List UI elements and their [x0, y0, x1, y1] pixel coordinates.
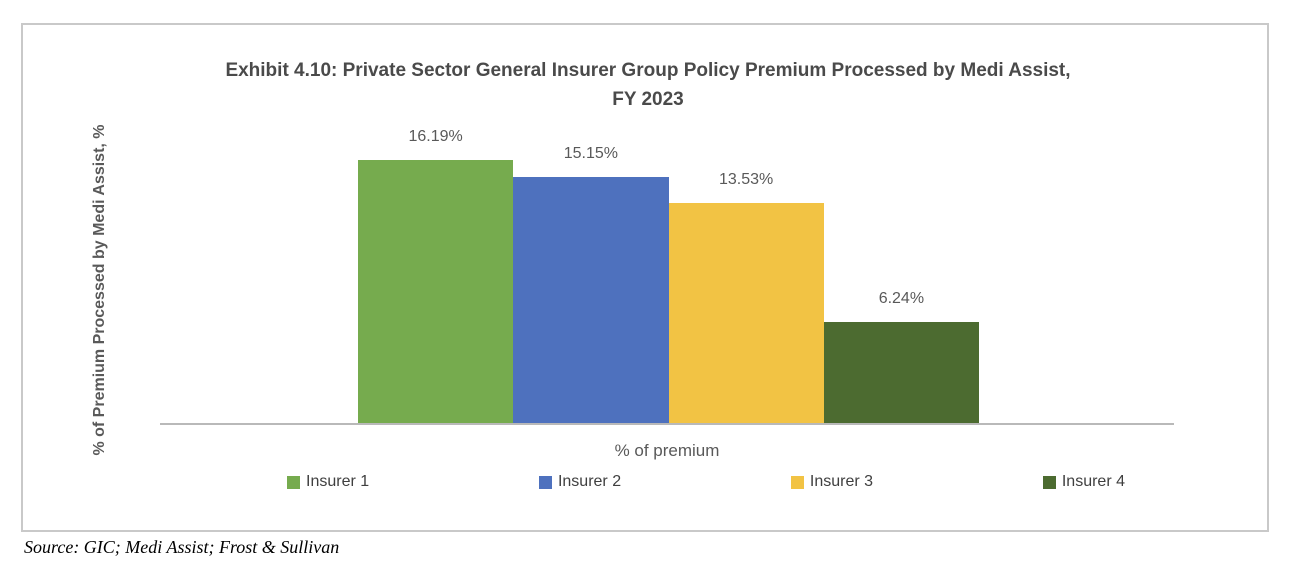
chart-title-line-1: Exhibit 4.10: Private Sector General Ins… [225, 60, 1071, 81]
legend-item-insurer-1: Insurer 1 [287, 473, 369, 491]
legend-item-insurer-4: Insurer 4 [1042, 473, 1125, 491]
bar-slot-4: 6.24% [823, 130, 979, 424]
legend: Insurer 1 Insurer 2 Insurer 3 Insurer 4 [287, 473, 1125, 491]
legend-label: Insurer 2 [557, 473, 622, 490]
legend-label: Insurer 3 [809, 473, 874, 490]
bar-insurer-4 [823, 322, 979, 424]
plot-area: 16.19% 15.15% 13.53% 6.24% [358, 128, 979, 424]
legend-label: Insurer 4 [1061, 473, 1125, 490]
legend-label: Insurer 1 [306, 473, 370, 490]
bar-insurer-3 [668, 203, 824, 424]
y-axis-label: % of Premium Processed by Medi Assist, % [91, 124, 108, 456]
data-label-insurer-1: 16.19% [408, 128, 463, 145]
bar-slot-1: 16.19% [358, 128, 514, 424]
source-note: Source: GIC; Medi Assist; Frost & Sulliv… [24, 537, 340, 557]
bar-insurer-2 [513, 177, 669, 424]
x-axis-label: % of premium [614, 441, 720, 460]
chart-title: Exhibit 4.10: Private Sector General Ins… [60, 56, 1236, 114]
data-label-insurer-3: 13.53% [718, 171, 774, 188]
data-label-insurer-4: 6.24% [878, 290, 925, 307]
legend-swatch-icon [287, 475, 300, 489]
legend-item-insurer-3: Insurer 3 [790, 473, 874, 491]
legend-swatch-icon [790, 475, 804, 489]
x-axis-line [160, 423, 1174, 425]
legend-swatch-icon [1042, 475, 1056, 489]
data-label-insurer-2: 15.15% [563, 145, 618, 162]
chart-title-line-2: FY 2023 [612, 89, 684, 110]
legend-swatch-icon [538, 475, 552, 489]
bar-slot-2: 15.15% [513, 130, 669, 424]
legend-item-insurer-2: Insurer 2 [538, 473, 622, 491]
bar-insurer-1 [358, 160, 514, 424]
bar-slot-3: 13.53% [668, 130, 824, 424]
